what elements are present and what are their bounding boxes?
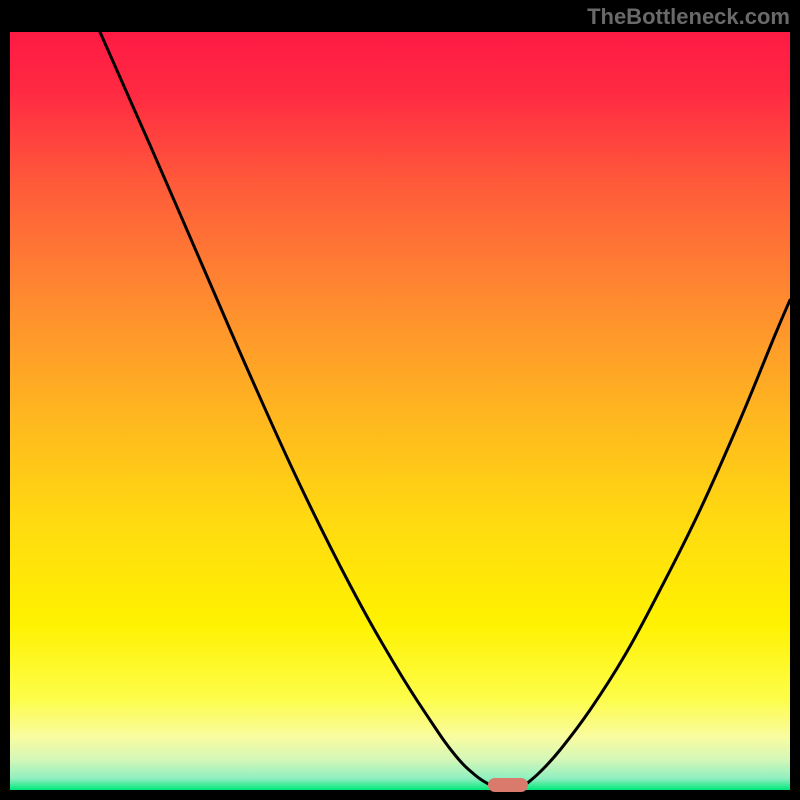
plot-area bbox=[10, 32, 790, 790]
chart-container: TheBottleneck.com bbox=[0, 0, 800, 800]
watermark-text: TheBottleneck.com bbox=[587, 4, 790, 30]
bottleneck-chart bbox=[0, 0, 800, 800]
minimum-marker bbox=[488, 778, 528, 792]
